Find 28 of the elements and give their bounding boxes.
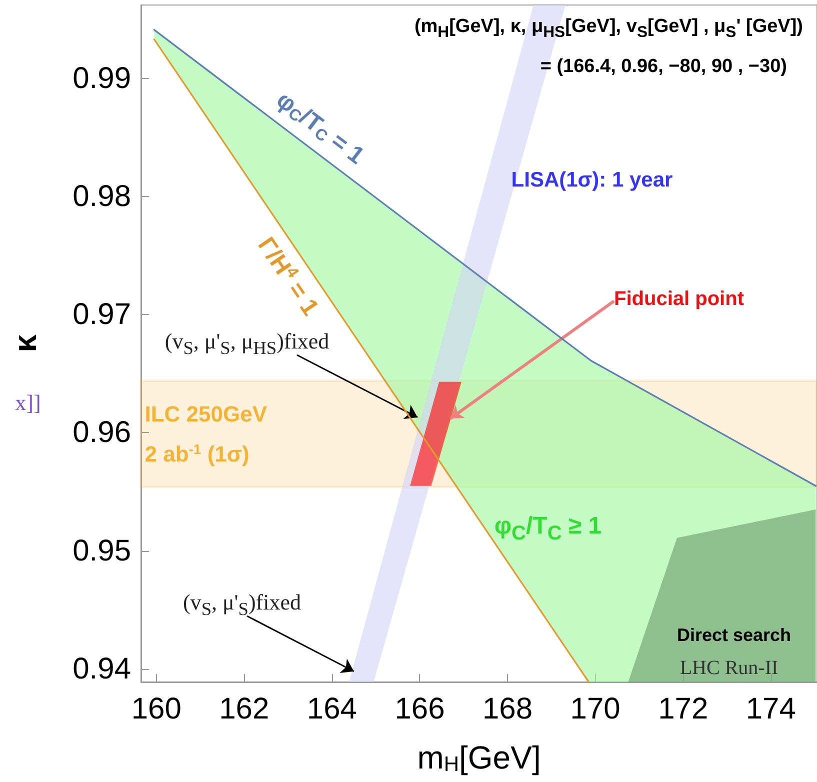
x-tick-label: 174 (746, 692, 796, 726)
x-tick-label: 170 (570, 692, 620, 726)
chart-title: (m$_{H}$[GeV], κ, μ$_{HS}$[GeV], v$_{S}$[GeV] , μ$_{S}$' [GeV]) (414, 16, 803, 41)
annotation: (v$_{S}$, μ'$_{S}$, μ$_{HS}$)fixed (164, 328, 330, 358)
y-tick-label: 0.96 (72, 416, 131, 450)
annotation: (v$_{S}$, μ'$_{S}$)fixed (182, 590, 302, 620)
text: Γ/H4 = 1 (252, 232, 324, 321)
y-tick-label: 0.94 (72, 652, 131, 686)
x-tick-label: 166 (394, 692, 445, 726)
annotation: LISA(1σ): 1 year (511, 168, 673, 192)
text: φC/TC = 1 (271, 86, 370, 170)
x-axis-title: mH[GeV] (417, 740, 541, 776)
x-tick-label: 162 (219, 692, 270, 726)
text: = (166.4, 0.96, −80, 90 , −30) (540, 56, 787, 78)
y-tick-label: 0.99 (72, 62, 131, 95)
y-axis-title: κ (7, 334, 43, 352)
x-tick-label: 168 (482, 692, 533, 726)
annotation: Direct search (676, 625, 792, 646)
y-tick-label: 0.95 (72, 534, 131, 568)
y-tick-label: 0.98 (72, 180, 131, 213)
x-tick-label: 160 (131, 692, 182, 726)
x-tick-label: 164 (306, 692, 357, 726)
y-tick-label: 0.97 (72, 298, 131, 332)
x-tick-label: 172 (658, 692, 708, 726)
text: x]] (15, 390, 41, 416)
annotation: LHC Run-II (680, 657, 778, 679)
annotation: Fiducial point (614, 288, 744, 310)
annotation: φ$_{C}$/T$_{C}$ ≥ 1 (494, 512, 602, 544)
